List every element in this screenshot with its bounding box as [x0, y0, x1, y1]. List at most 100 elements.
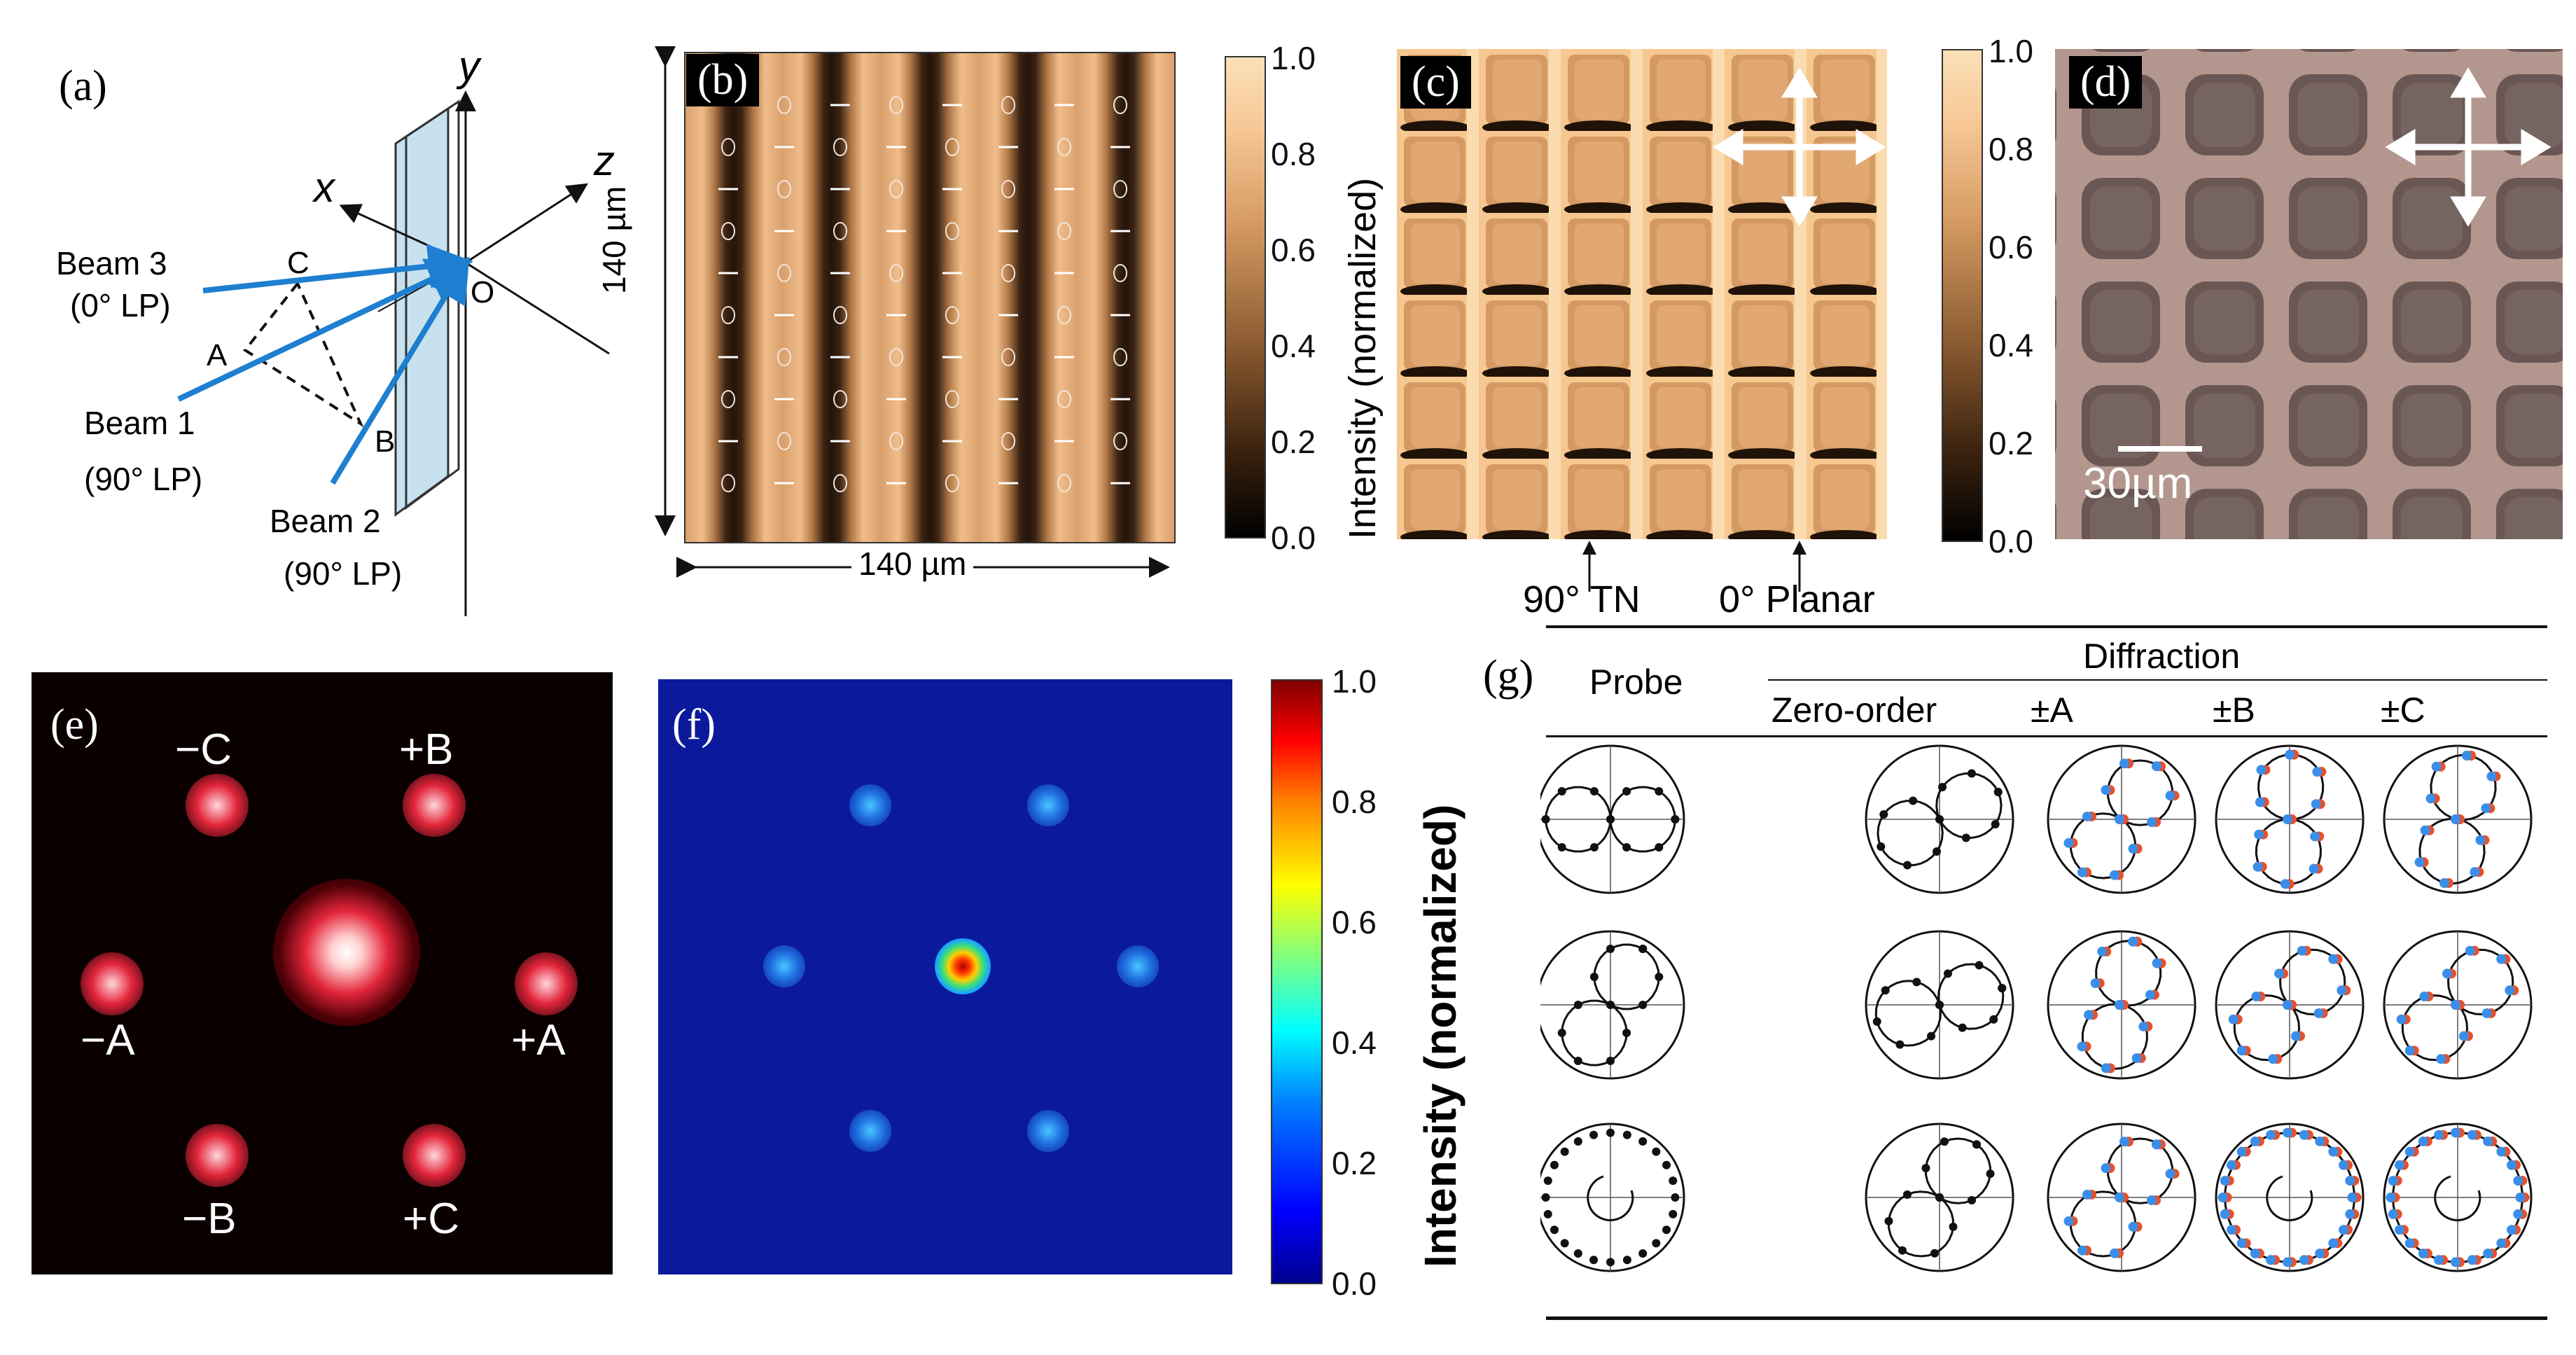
data-point	[1975, 961, 1984, 970]
header-plus-minus-b: ±B	[2213, 690, 2255, 730]
data-point	[1881, 986, 1890, 995]
data-point-blue	[2077, 867, 2088, 877]
colorbar-bc-tick: 1.0	[1271, 40, 1316, 76]
data-point-blue	[2513, 1176, 2523, 1186]
data-point-blue	[2101, 785, 2111, 795]
data-point-blue	[2404, 1045, 2415, 1056]
panel-e-diffraction-photo: (e) −C +B −A +A −B +C	[32, 672, 613, 1274]
data-point	[1877, 842, 1886, 852]
data-point-blue	[2147, 817, 2157, 828]
data-point	[1638, 1137, 1648, 1146]
data-point	[1671, 1193, 1680, 1202]
data-point	[1998, 984, 2007, 993]
colorbar-bc-tick: 0.2	[1271, 424, 1316, 460]
data-point	[1655, 843, 1664, 852]
data-point-blue	[2128, 936, 2138, 947]
colorbar-c-tick: 0.4	[1989, 327, 2033, 363]
data-point	[1961, 833, 1970, 842]
data-point-blue	[2131, 1053, 2142, 1064]
data-point	[1958, 1023, 1967, 1032]
colorbar-bc	[1225, 56, 1266, 538]
data-point-blue	[2507, 1160, 2517, 1170]
data-point-blue	[2419, 992, 2430, 1002]
data-point-blue	[2063, 1216, 2074, 1226]
beam-3-pol: (0° LP)	[70, 287, 171, 324]
colorbar-bc-tick: 0.0	[1271, 520, 1316, 556]
rotation-arrow-icon	[1587, 1175, 1634, 1221]
data-point	[1930, 1249, 1940, 1258]
data-point	[1932, 847, 1941, 856]
data-point-blue	[2465, 945, 2475, 956]
data-point	[1949, 1222, 1958, 1231]
data-point-blue	[2467, 1255, 2477, 1265]
colorbar-f	[1271, 679, 1323, 1284]
data-point-blue	[2507, 1225, 2517, 1235]
point-a-label: A	[207, 338, 228, 373]
data-point-blue	[2345, 1176, 2355, 1186]
data-point	[1884, 1216, 1893, 1225]
data-point-blue	[2347, 1193, 2358, 1202]
data-point	[1589, 843, 1599, 852]
data-point-blue	[2226, 1225, 2236, 1235]
data-point	[1662, 1225, 1671, 1235]
data-point-blue	[2496, 1146, 2507, 1157]
order-label-minus-a: −A	[81, 1016, 135, 1064]
data-point	[1927, 1031, 1936, 1041]
data-point-blue	[2077, 1245, 2088, 1256]
beam-3-line	[202, 244, 473, 293]
data-point-blue	[2328, 1238, 2339, 1249]
data-point-blue	[2119, 1137, 2129, 1147]
data-point-blue	[2458, 1031, 2469, 1041]
data-point-blue	[2250, 1136, 2260, 1146]
data-point-blue	[2268, 1054, 2278, 1064]
data-point	[1655, 786, 1664, 795]
data-point-blue	[2063, 838, 2074, 848]
data-point-blue	[2255, 797, 2265, 807]
data-point-blue	[2475, 835, 2486, 845]
data-point	[1606, 1057, 1615, 1066]
table-bottom-rule	[1546, 1316, 2547, 1320]
data-point-blue	[2496, 1238, 2507, 1249]
sim-spot-4	[1117, 945, 1159, 987]
data-point-blue	[2090, 978, 2101, 989]
panel-f-ylabel: Intensity (normalized)	[1415, 804, 1465, 1267]
rotation-arrow-icon	[2434, 1175, 2481, 1221]
sample-plate	[394, 106, 450, 517]
data-point-blue	[2290, 1031, 2301, 1041]
data-point-blue	[2451, 1257, 2460, 1267]
table-top-rule	[1546, 625, 2547, 628]
data-point-blue	[2434, 1130, 2444, 1140]
polarization-polar-plots	[1540, 744, 2533, 1272]
zero-order-spot	[273, 879, 420, 1026]
data-point-blue	[2110, 1248, 2120, 1258]
data-point	[1938, 782, 1947, 791]
director-pattern-plot	[655, 46, 1176, 578]
data-point-blue	[2315, 1136, 2325, 1146]
data-point-blue	[2396, 1014, 2407, 1024]
data-point	[1935, 1193, 1944, 1202]
sim-spot-1	[849, 784, 891, 826]
data-point-blue	[2483, 1136, 2493, 1146]
point-c-label: C	[287, 246, 309, 280]
data-point-blue	[2165, 1169, 2175, 1179]
data-point-blue	[2337, 985, 2347, 996]
data-point-blue	[2220, 1209, 2230, 1219]
rotation-arrow-icon	[2266, 1175, 2313, 1221]
data-point-blue	[2394, 1225, 2404, 1235]
data-point-blue	[2236, 1146, 2247, 1157]
colorbar-c	[1942, 49, 1983, 542]
colorbar-c-tick: 0.8	[1989, 131, 2033, 167]
data-point	[1671, 815, 1680, 824]
data-point	[1573, 1001, 1582, 1009]
panel-a-label: (a)	[59, 62, 107, 110]
data-point	[1589, 972, 1599, 981]
data-point-blue	[2228, 1014, 2239, 1024]
data-point	[1543, 1176, 1552, 1186]
data-point-blue	[2280, 879, 2290, 889]
data-point-blue	[2115, 814, 2124, 824]
data-point	[1573, 1057, 1582, 1066]
data-point	[1912, 978, 1921, 987]
order-label-plus-b: +B	[399, 725, 454, 774]
sim-spot-3	[763, 945, 805, 987]
data-point-blue	[2266, 1255, 2276, 1265]
